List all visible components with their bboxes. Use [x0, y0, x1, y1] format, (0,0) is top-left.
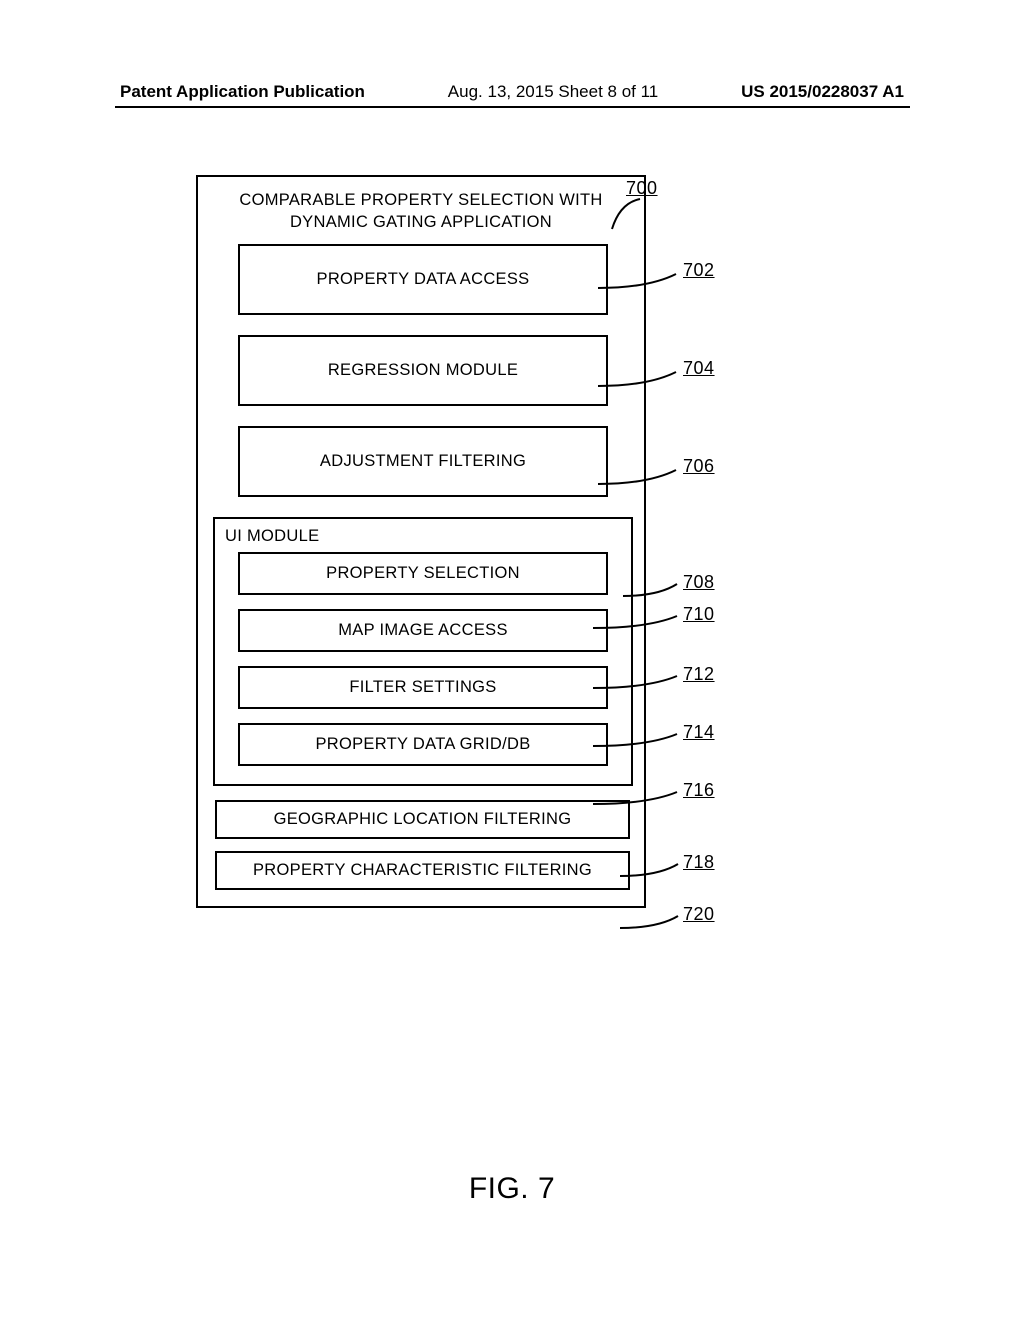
ref-706: 706 — [683, 456, 715, 477]
ref-718: 718 — [683, 852, 715, 873]
box-property-data-grid: PROPERTY DATA GRID/DB — [238, 723, 608, 766]
lead-720 — [620, 914, 685, 938]
header-center: Aug. 13, 2015 Sheet 8 of 11 — [448, 82, 658, 102]
header-left: Patent Application Publication — [120, 82, 365, 102]
box-geo-location-filtering: GEOGRAPHIC LOCATION FILTERING — [215, 800, 630, 839]
ui-module: UI MODULE PROPERTY SELECTION MAP IMAGE A… — [213, 517, 633, 786]
lead-712 — [593, 674, 683, 698]
header-right: US 2015/0228037 A1 — [741, 82, 904, 102]
ref-704: 704 — [683, 358, 715, 379]
box-filter-settings: FILTER SETTINGS — [238, 666, 608, 709]
lead-706 — [598, 466, 683, 496]
box-property-characteristic-filtering: PROPERTY CHARACTERISTIC FILTERING — [215, 851, 630, 890]
figure-caption: FIG. 7 — [0, 1172, 1024, 1206]
box-adjustment-filtering: ADJUSTMENT FILTERING — [238, 426, 608, 497]
ref-712: 712 — [683, 664, 715, 685]
ref-710: 710 — [683, 604, 715, 625]
ref-720: 720 — [683, 904, 715, 925]
header-rule — [115, 106, 910, 108]
lead-716 — [593, 790, 683, 814]
outer-title-line1: COMPARABLE PROPERTY SELECTION WITH — [239, 191, 602, 209]
ref-702: 702 — [683, 260, 715, 281]
lead-714 — [593, 732, 683, 756]
lead-704 — [598, 368, 683, 398]
lead-718 — [620, 862, 685, 886]
lead-702 — [598, 270, 683, 300]
box-map-image-access: MAP IMAGE ACCESS — [238, 609, 608, 652]
ref-714: 714 — [683, 722, 715, 743]
box-property-data-access: PROPERTY DATA ACCESS — [238, 244, 608, 315]
lead-708 — [623, 582, 683, 606]
lead-710 — [593, 614, 683, 638]
outer-box: COMPARABLE PROPERTY SELECTION WITH DYNAM… — [196, 175, 646, 908]
box-regression-module: REGRESSION MODULE — [238, 335, 608, 406]
page-header: Patent Application Publication Aug. 13, … — [0, 82, 1024, 102]
diagram: COMPARABLE PROPERTY SELECTION WITH DYNAM… — [196, 175, 646, 908]
ref-708: 708 — [683, 572, 715, 593]
outer-title: COMPARABLE PROPERTY SELECTION WITH DYNAM… — [208, 189, 634, 244]
page: Patent Application Publication Aug. 13, … — [0, 0, 1024, 1320]
ui-module-title: UI MODULE — [225, 527, 623, 546]
box-property-selection: PROPERTY SELECTION — [238, 552, 608, 595]
outer-title-line2: DYNAMIC GATING APPLICATION — [290, 213, 552, 231]
ref-716: 716 — [683, 780, 715, 801]
